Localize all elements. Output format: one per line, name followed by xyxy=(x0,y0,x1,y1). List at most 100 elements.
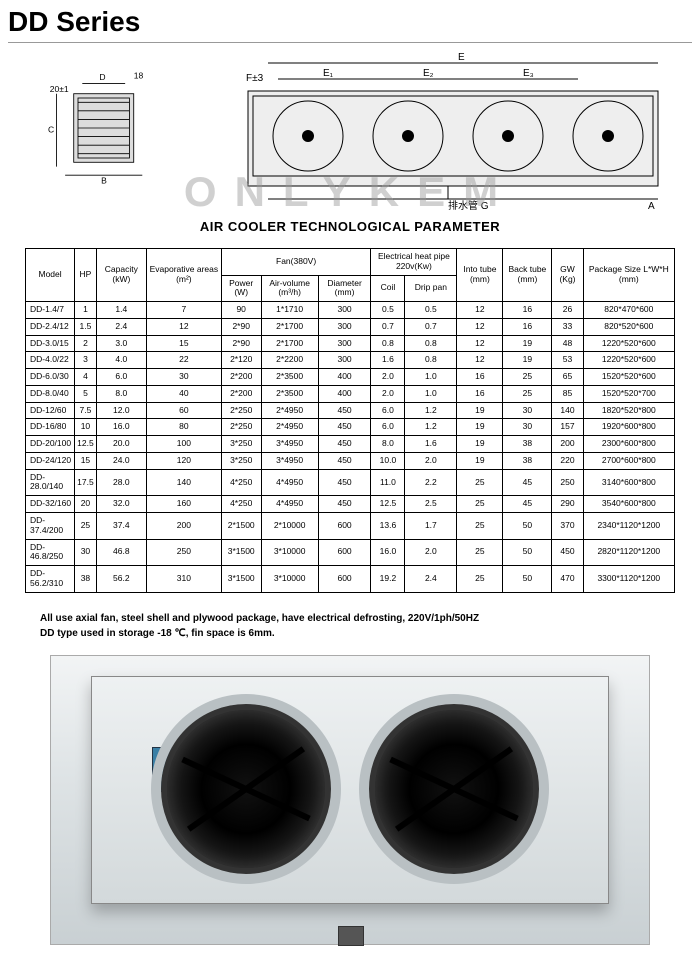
table-cell: 38 xyxy=(75,566,97,593)
dim-20: 20±1 xyxy=(50,84,69,94)
dim-E1: E₁ xyxy=(323,68,334,79)
dim-18: 18 xyxy=(134,70,144,80)
table-row: DD-37.4/2002537.42002*15002*1000060013.6… xyxy=(26,513,675,540)
table-cell: 450 xyxy=(318,419,371,436)
table-cell: DD-20/100 xyxy=(26,436,75,453)
table-cell: 200 xyxy=(552,436,583,453)
table-cell: 3*10000 xyxy=(261,566,318,593)
table-cell: 16 xyxy=(457,369,503,386)
table-cell: DD-56.2/310 xyxy=(26,566,75,593)
product-photo: ONLYKEM xyxy=(50,655,650,945)
table-cell: 25 xyxy=(457,496,503,513)
col-airvol: Air-volume (m³/h) xyxy=(261,275,318,302)
table-cell: 6.0 xyxy=(96,369,146,386)
table-cell: 2*4950 xyxy=(261,402,318,419)
table-cell: DD-28.0/140 xyxy=(26,469,75,496)
table-cell: 40 xyxy=(146,385,221,402)
table-cell: 48 xyxy=(552,335,583,352)
table-cell: 19 xyxy=(457,402,503,419)
table-cell: 400 xyxy=(318,369,371,386)
table-cell: 2*120 xyxy=(221,352,261,369)
table-cell: 20.0 xyxy=(96,436,146,453)
table-cell: 2300*600*800 xyxy=(583,436,674,453)
table-row: DD-16/801016.0802*2502*49504506.01.21930… xyxy=(26,419,675,436)
table-cell: 1.6 xyxy=(405,436,457,453)
dim-B: B xyxy=(101,176,107,186)
table-cell: 450 xyxy=(318,452,371,469)
spec-table-body: DD-1.4/711.47901*17103000.50.5121626820*… xyxy=(26,302,675,593)
table-cell: 1.6 xyxy=(371,352,405,369)
table-cell: 1820*520*800 xyxy=(583,402,674,419)
col-pkg: Package Size L*W*H (mm) xyxy=(583,249,674,302)
table-cell: 0.5 xyxy=(405,302,457,319)
table-cell: 45 xyxy=(503,496,552,513)
table-cell: 2.2 xyxy=(405,469,457,496)
col-heat-group: Electrical heat pipe 220v(Kw) xyxy=(371,249,457,276)
spec-table: Model HP Capacity (kW) Evaporative areas… xyxy=(25,248,675,593)
table-cell: 160 xyxy=(146,496,221,513)
table-cell: 0.7 xyxy=(405,318,457,335)
table-cell: 30 xyxy=(503,402,552,419)
table-cell: DD-1.4/7 xyxy=(26,302,75,319)
col-fan-group: Fan(380V) xyxy=(221,249,371,276)
table-cell: 1.2 xyxy=(405,419,457,436)
table-row: DD-12/607.512.0602*2502*49504506.01.2193… xyxy=(26,402,675,419)
table-title: AIR COOLER TECHNOLOGICAL PARAMETER xyxy=(0,219,700,234)
table-cell: 25 xyxy=(457,513,503,540)
technical-diagrams: B C D 18 20±1 E E₁ E₂ E₃ F±3 A 排水管 G xyxy=(8,42,692,217)
col-model: Model xyxy=(26,249,75,302)
table-cell: 16.0 xyxy=(96,419,146,436)
table-cell: 1.0 xyxy=(405,385,457,402)
table-cell: 370 xyxy=(552,513,583,540)
table-cell: 6.0 xyxy=(371,402,405,419)
table-cell: DD-8.0/40 xyxy=(26,385,75,402)
table-cell: 19.2 xyxy=(371,566,405,593)
footnote-1: All use axial fan, steel shell and plywo… xyxy=(40,611,700,626)
table-cell: 0.7 xyxy=(371,318,405,335)
table-cell: 50 xyxy=(503,566,552,593)
table-cell: 220 xyxy=(552,452,583,469)
table-cell: 200 xyxy=(146,513,221,540)
table-cell: 28.0 xyxy=(96,469,146,496)
table-cell: 450 xyxy=(318,436,371,453)
table-cell: 1520*520*600 xyxy=(583,369,674,386)
table-cell: 53 xyxy=(552,352,583,369)
table-cell: 2.0 xyxy=(371,385,405,402)
table-cell: 26 xyxy=(552,302,583,319)
table-cell: 12.5 xyxy=(75,436,97,453)
table-cell: 0.8 xyxy=(405,352,457,369)
table-cell: 140 xyxy=(552,402,583,419)
col-dia: Diameter (mm) xyxy=(318,275,371,302)
table-cell: 25 xyxy=(457,469,503,496)
table-cell: 24.0 xyxy=(96,452,146,469)
table-cell: 12 xyxy=(146,318,221,335)
col-drip: Drip pan xyxy=(405,275,457,302)
table-cell: 1220*520*600 xyxy=(583,335,674,352)
dim-C: C xyxy=(48,124,54,134)
table-cell: 290 xyxy=(552,496,583,513)
table-row: DD-4.0/2234.0222*1202*22003001.60.812195… xyxy=(26,352,675,369)
table-cell: 470 xyxy=(552,566,583,593)
table-cell: 2*250 xyxy=(221,419,261,436)
table-cell: 1.7 xyxy=(405,513,457,540)
table-cell: 60 xyxy=(146,402,221,419)
table-row: DD-56.2/3103856.23103*15003*1000060019.2… xyxy=(26,566,675,593)
table-cell: 2*3500 xyxy=(261,369,318,386)
table-cell: 2*2200 xyxy=(261,352,318,369)
table-row: DD-32/1602032.01604*2504*495045012.52.52… xyxy=(26,496,675,513)
table-cell: 300 xyxy=(318,302,371,319)
table-row: DD-2.4/121.52.4122*902*17003000.70.71216… xyxy=(26,318,675,335)
table-cell: 19 xyxy=(457,452,503,469)
table-cell: 3*4950 xyxy=(261,452,318,469)
table-cell: 250 xyxy=(552,469,583,496)
table-cell: 450 xyxy=(318,469,371,496)
table-cell: 7.5 xyxy=(75,402,97,419)
table-cell: 820*470*600 xyxy=(583,302,674,319)
table-cell: 19 xyxy=(457,419,503,436)
table-cell: 32.0 xyxy=(96,496,146,513)
table-cell: 6.0 xyxy=(371,419,405,436)
table-row: DD-20/10012.520.01003*2503*49504508.01.6… xyxy=(26,436,675,453)
table-cell: 25 xyxy=(457,566,503,593)
table-cell: 45 xyxy=(503,469,552,496)
table-cell: 2*90 xyxy=(221,318,261,335)
